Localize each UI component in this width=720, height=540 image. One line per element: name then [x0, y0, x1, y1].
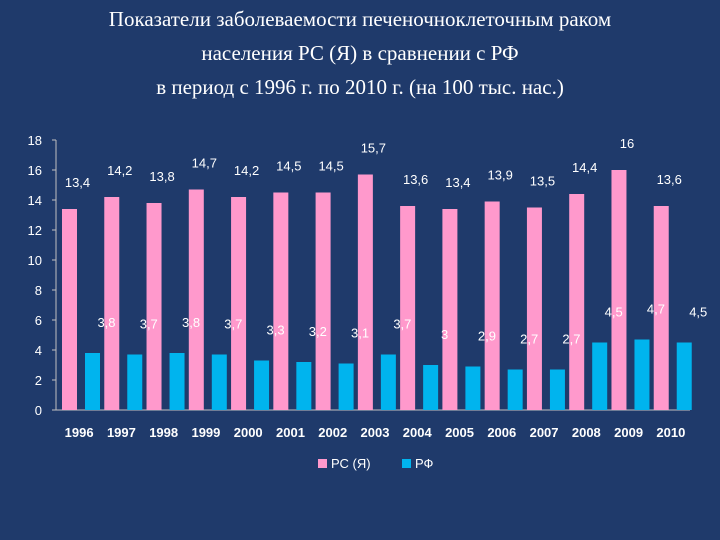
data-label: 13,9 [488, 168, 513, 183]
bar-rf [423, 365, 439, 410]
x-tick-label: 1997 [107, 425, 136, 440]
bar-rf [592, 342, 608, 410]
bar-rs-ya [315, 192, 331, 410]
legend: РС (Я) РФ [318, 456, 434, 471]
y-tick-label: 4 [35, 343, 42, 358]
y-tick-label: 14 [28, 193, 42, 208]
legend-swatch [402, 459, 411, 468]
chart-title: Показатели заболеваемости печеночноклето… [0, 2, 720, 104]
data-label: 14,7 [192, 156, 217, 171]
bar-rs-ya [569, 194, 585, 410]
legend-swatch [318, 459, 327, 468]
y-ticks: 0 2 4 6 8 10 12 14 16 18 [28, 133, 56, 418]
x-tick-label: 2002 [318, 425, 347, 440]
y-tick-label: 0 [35, 403, 42, 418]
data-labels: 13,4 14,2 13,8 14,7 14,2 14,5 14,5 15,7 13,6 13,4… [65, 136, 707, 347]
bar-rf [85, 353, 100, 410]
bar-rs-ya [146, 203, 162, 410]
bar-rs-ya [442, 209, 458, 410]
data-label: 2,7 [520, 332, 538, 347]
bar-rf [169, 353, 185, 410]
bar-rs-ya [357, 174, 373, 410]
data-label: 3,3 [267, 323, 285, 338]
y-tick-label: 8 [35, 283, 42, 298]
bar-rs-ya [484, 201, 500, 410]
bar-rf [380, 354, 396, 410]
bar-rs-ya [526, 207, 542, 410]
bar-rs-ya [104, 197, 120, 410]
bar-rf [211, 354, 227, 410]
data-label: 15,7 [361, 141, 386, 156]
x-tick-label: 2003 [361, 425, 390, 440]
x-tick-label: 1998 [149, 425, 178, 440]
data-label: 4,7 [647, 302, 665, 317]
x-tick-label: 2009 [614, 425, 643, 440]
data-label: 3,8 [182, 315, 200, 330]
y-tick-label: 18 [28, 133, 42, 148]
bar-rs-ya [611, 170, 627, 410]
data-label: 4,5 [605, 305, 623, 320]
data-label: 14,2 [234, 163, 259, 178]
data-label: 14,5 [318, 159, 343, 174]
data-label: 16 [620, 136, 634, 151]
y-tick-label: 2 [35, 373, 42, 388]
x-tick-label: 2005 [445, 425, 474, 440]
bar-rf [676, 342, 692, 410]
bar-rs-ya [400, 206, 416, 410]
data-label: 2,9 [478, 329, 496, 344]
data-label: 2,7 [562, 332, 580, 347]
data-label: 13,6 [403, 172, 428, 187]
data-label: 3 [441, 327, 448, 342]
bars [62, 170, 692, 410]
x-tick-label: 2000 [234, 425, 263, 440]
data-label: 13,6 [657, 172, 682, 187]
data-label: 14,4 [572, 160, 597, 175]
bar-rf [254, 360, 270, 410]
bar-rf [549, 369, 565, 410]
title-line-2: населения РС (Я) в сравнении с РФ [201, 41, 519, 65]
x-tick-label: 2007 [530, 425, 559, 440]
data-label: 14,2 [107, 163, 132, 178]
bar-rf [507, 369, 523, 410]
bar-rs-ya [653, 206, 669, 410]
legend-label: РФ [415, 456, 434, 471]
bar-rs-ya [273, 192, 289, 410]
data-label: 3,7 [140, 317, 158, 332]
x-tick-label: 2008 [572, 425, 601, 440]
data-label: 3,1 [351, 326, 369, 341]
title-line-1: Показатели заболеваемости печеночноклето… [108, 7, 612, 31]
data-label: 13,4 [65, 175, 90, 190]
bar-rf [296, 362, 312, 410]
data-label: 14,5 [276, 159, 301, 174]
data-label: 4,5 [689, 305, 707, 320]
bar-rf [634, 339, 650, 410]
x-tick-label: 1999 [191, 425, 220, 440]
data-label: 13,8 [149, 169, 174, 184]
y-tick-label: 6 [35, 313, 42, 328]
x-tick-label: 2006 [487, 425, 516, 440]
y-tick-label: 16 [28, 163, 42, 178]
x-tick-label: 2001 [276, 425, 305, 440]
bar-rs-ya [188, 189, 204, 410]
bar-rf [338, 363, 354, 410]
data-label: 3,2 [309, 324, 327, 339]
data-label: 13,4 [445, 175, 470, 190]
legend-label: РС (Я) [331, 456, 371, 471]
data-label: 3,7 [224, 317, 242, 332]
y-tick-label: 12 [28, 223, 42, 238]
x-tick-labels: 1996 1997 1998 1999 2000 2001 2002 2003 2004 2005… [65, 425, 686, 440]
bar-rs-ya [231, 197, 247, 410]
title-line-3: в период с 1996 г. по 2010 г. (на 100 ты… [156, 75, 564, 99]
bar-rs-ya [62, 209, 77, 410]
x-tick-label: 2010 [656, 425, 685, 440]
bar-rf [127, 354, 143, 410]
y-tick-label: 10 [28, 253, 42, 268]
data-label: 3,7 [393, 317, 411, 332]
data-label: 13,5 [530, 174, 555, 189]
x-tick-label: 1996 [65, 425, 94, 440]
bar-rf [465, 366, 481, 410]
x-tick-label: 2004 [403, 425, 433, 440]
data-label: 3,8 [97, 315, 115, 330]
